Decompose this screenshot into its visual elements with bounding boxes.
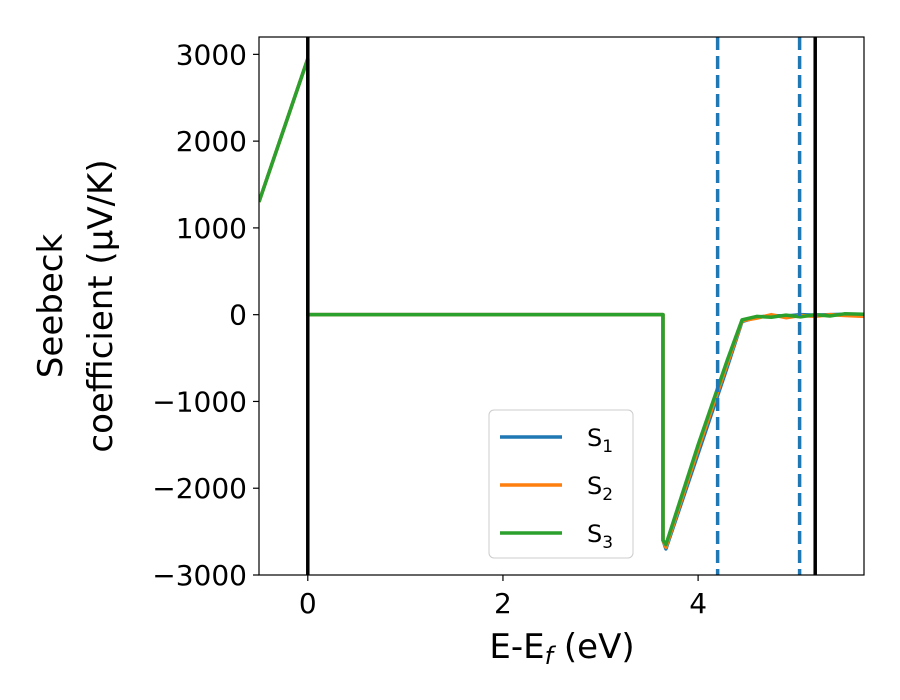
y-tick-label: −1000 bbox=[152, 385, 247, 418]
x-tick-label: 4 bbox=[689, 587, 707, 620]
legend-label-2: S2 bbox=[587, 472, 613, 505]
y-tick-label: −3000 bbox=[152, 559, 247, 592]
y-tick-label: 2000 bbox=[176, 125, 247, 158]
y-axis-ticks: −3000 −2000 −1000 0 1000 2000 3000 bbox=[152, 38, 259, 592]
y-tick-label: 1000 bbox=[176, 212, 247, 245]
x-axis-label-unit: (eV) bbox=[553, 627, 635, 667]
legend-label-3: S3 bbox=[587, 520, 613, 553]
series-line-3 bbox=[259, 56, 864, 547]
x-axis-ticks: 0 2 4 bbox=[299, 575, 707, 620]
y-axis-label-line2: coefficient (μV/K) bbox=[81, 159, 121, 452]
y-tick-label: 3000 bbox=[176, 38, 247, 71]
y-axis-label-line1: Seebeck bbox=[31, 234, 71, 379]
series-layer bbox=[259, 56, 864, 551]
legend-entries: S1 S2 S3 bbox=[500, 424, 613, 553]
x-axis-label: E-Ef (eV) bbox=[489, 627, 634, 670]
x-tick-label: 0 bbox=[299, 587, 317, 620]
y-tick-label: 0 bbox=[229, 299, 247, 332]
legend: S1 S2 S3 bbox=[488, 409, 634, 559]
x-axis-label-main: E-E bbox=[489, 627, 544, 667]
legend-label-1: S1 bbox=[587, 424, 613, 457]
vline-layer bbox=[306, 37, 817, 575]
x-tick-label: 2 bbox=[494, 587, 512, 620]
plot-frame bbox=[258, 36, 865, 576]
y-tick-label: −2000 bbox=[152, 472, 247, 505]
